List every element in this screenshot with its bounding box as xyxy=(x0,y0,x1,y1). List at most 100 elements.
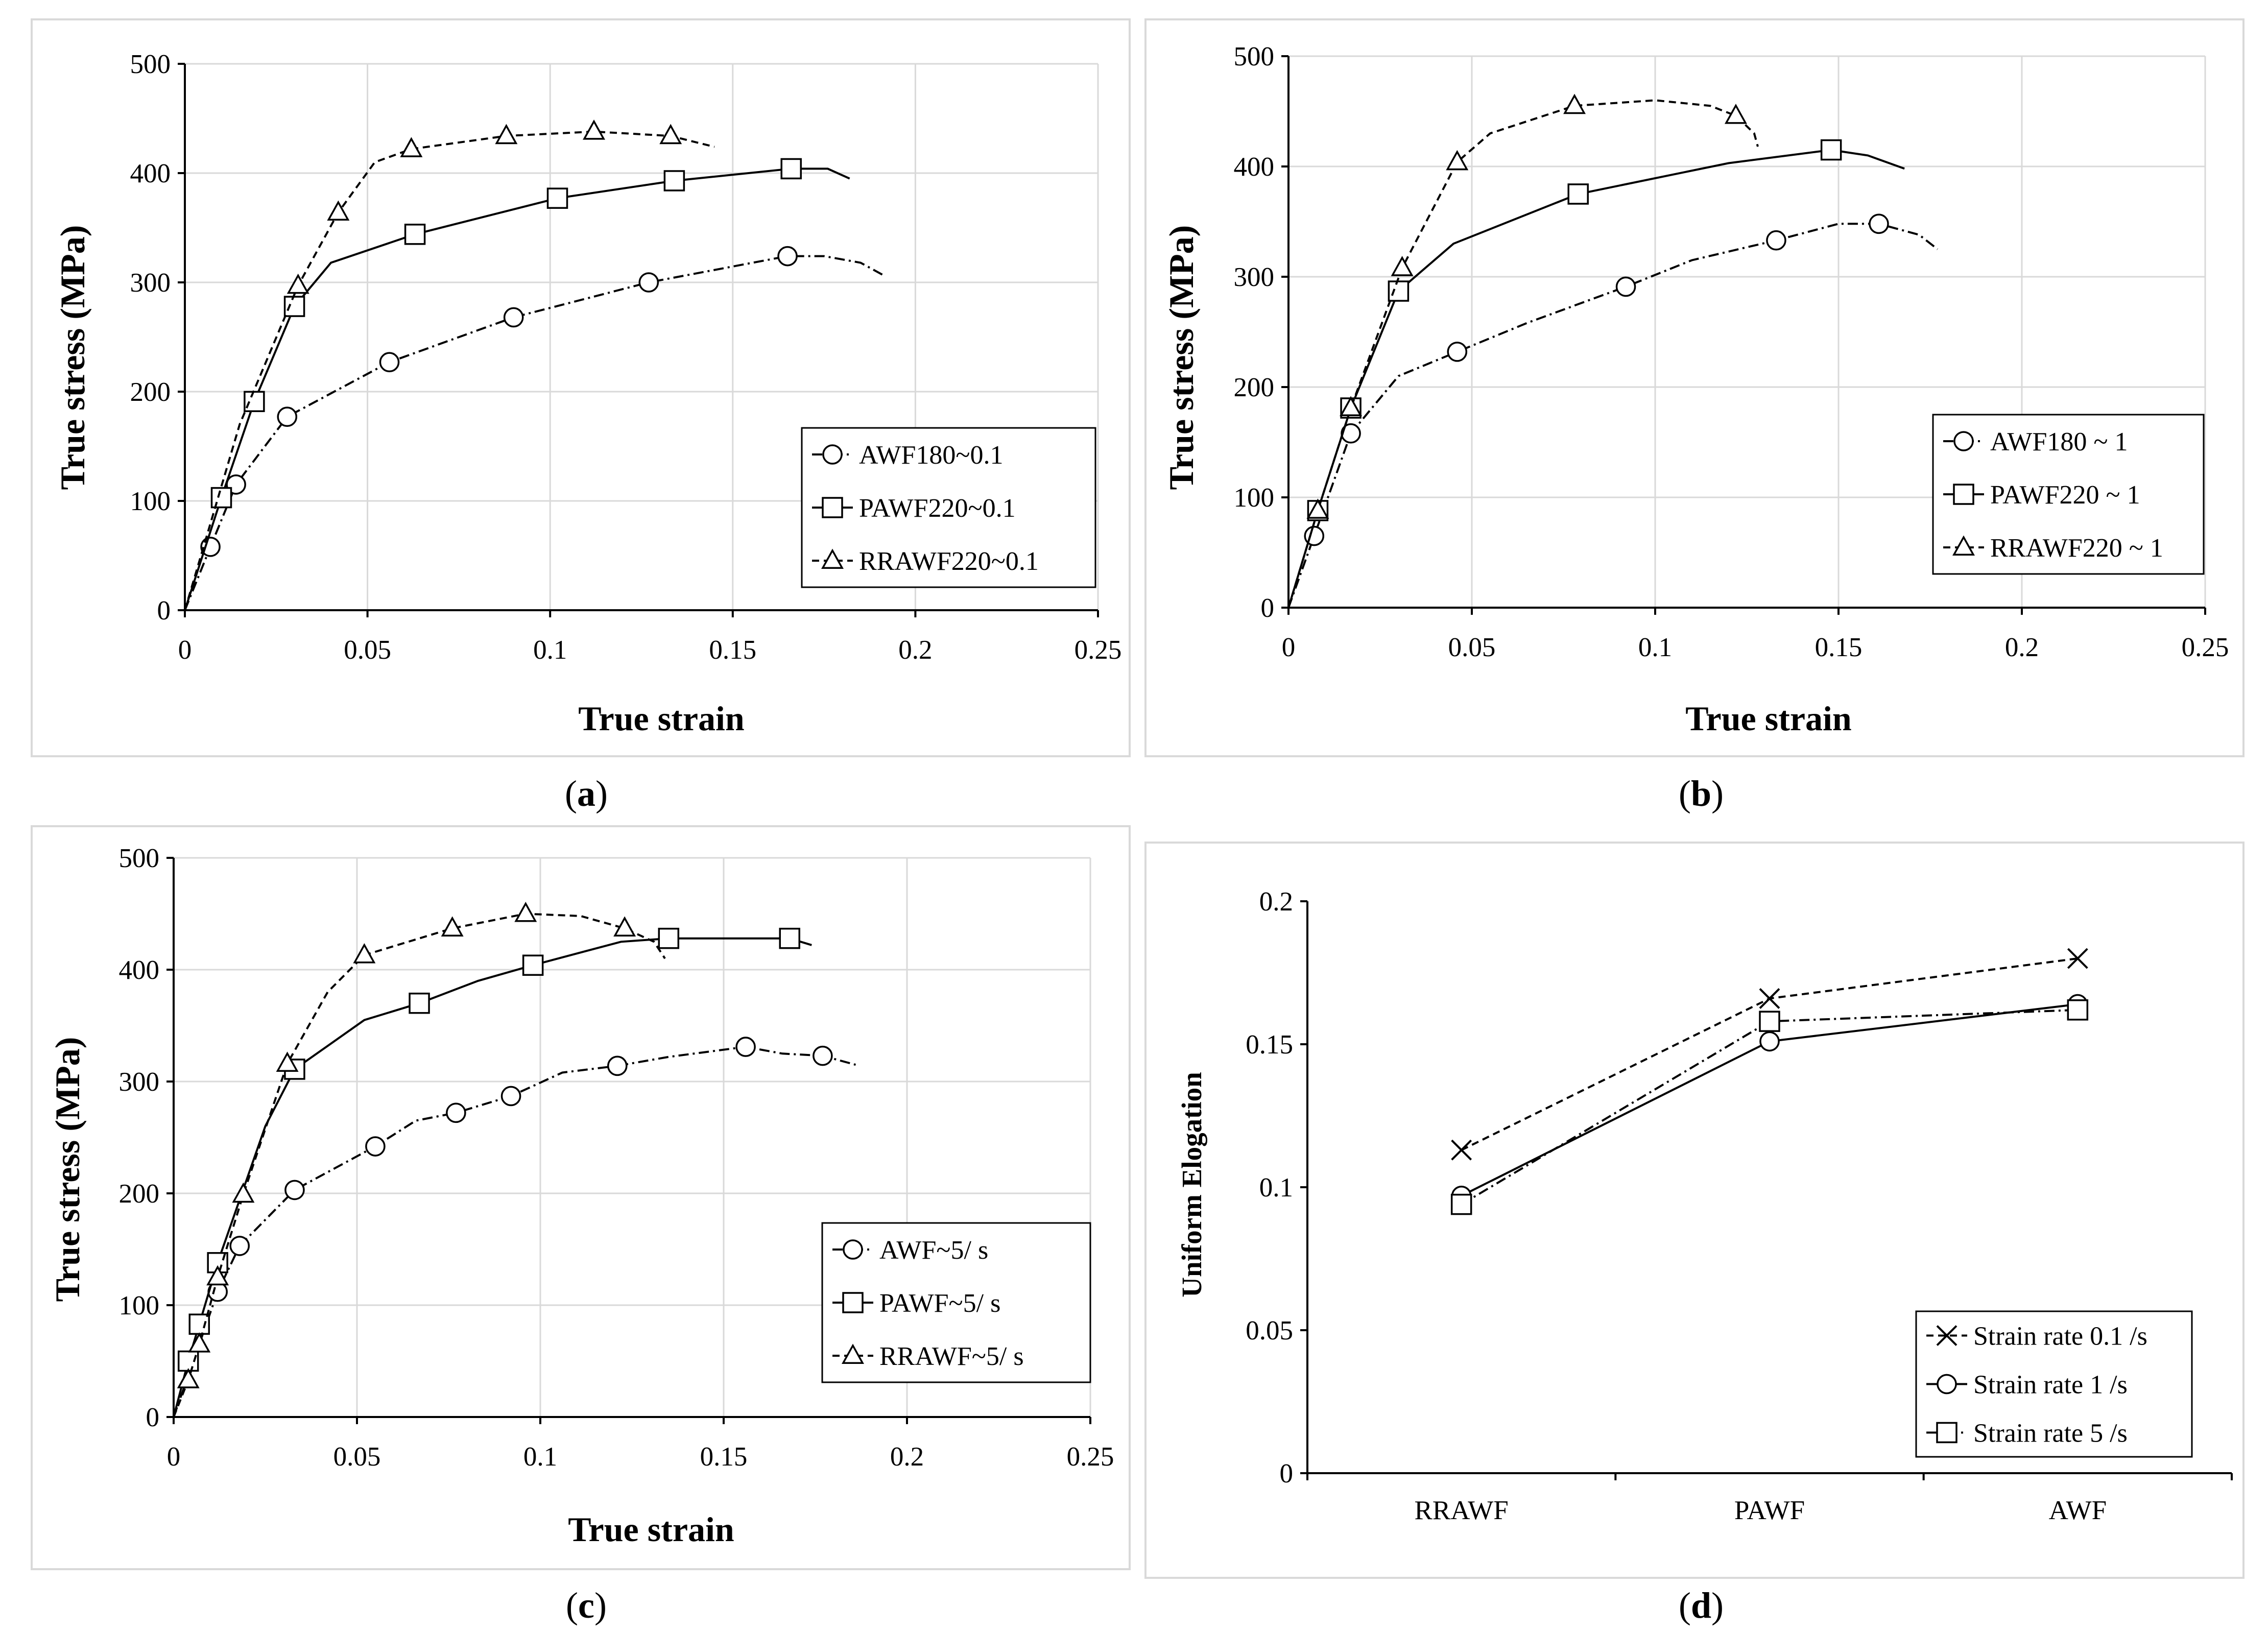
panel-a-frame xyxy=(31,18,1131,757)
panel-a-xtick-label: 0 xyxy=(178,635,192,665)
panel-c-series-2-point-7 xyxy=(514,901,537,922)
panel-a-series-1-point-3 xyxy=(404,224,426,245)
legend-d-marker-2 xyxy=(1936,1422,1957,1444)
panel-a-series-0-line xyxy=(184,255,883,611)
panel-b-series-1-point-2 xyxy=(1388,280,1410,302)
panel-a-series-1-point-5 xyxy=(663,170,685,191)
panel-b-series-2-point-1 xyxy=(1340,396,1363,417)
panel-c-series-1-point-7 xyxy=(779,927,800,949)
panel-b-legend: AWF180 ~ 1 PAWF220 ~ 1 RRAWF220 ~ 1 xyxy=(1932,414,2205,575)
panel-b-series-2-point-5 xyxy=(1724,104,1747,124)
panel-d-elongation-chart: 0 0.05 0.1 0.15 0.2 RRAWF PAWF AWF Uniform Elog… xyxy=(1144,842,2245,1626)
panel-d-ytick-label: 0.2 xyxy=(1259,887,1293,917)
panel-b-ytick-label: 300 xyxy=(1234,262,1275,292)
panel-c-series-0-point-5 xyxy=(500,1086,521,1107)
panel-a-xtick-label: 0.1 xyxy=(533,635,567,665)
panel-d-plot-area: 0 0.05 0.1 0.15 0.2 RRAWF PAWF AWF xyxy=(1246,887,2233,1525)
panel-c-xtick-label: 0.1 xyxy=(523,1442,557,1472)
legend-c-label-2: RRAWF~5/ s xyxy=(879,1342,1024,1371)
legend-a-label-2: RRAWF220~0.1 xyxy=(859,547,1039,576)
panel-d-caption: (d) xyxy=(1679,1585,1724,1626)
panel-b-series-1-point-3 xyxy=(1567,183,1589,205)
legend-a-marker-0 xyxy=(822,444,843,465)
legend-a-label-1: PAWF220~0.1 xyxy=(859,494,1016,523)
panel-a-ytick-label: 0 xyxy=(157,596,171,626)
panel-a-series-0-point-5 xyxy=(638,272,659,293)
panel-c-ylabel: True stress (MPa) xyxy=(48,1037,87,1302)
caption-c-close: ) xyxy=(594,1585,607,1626)
panel-b-xtick-label: 0 xyxy=(1282,633,1296,662)
panel-c-series-0-point-1 xyxy=(229,1236,250,1256)
panel-c-series-1-point-1 xyxy=(188,1313,210,1335)
panel-b-series-0-point-5 xyxy=(1869,213,1889,234)
panel-b-xtick-label: 0.25 xyxy=(2182,633,2229,662)
panel-d-category-label: AWF xyxy=(2049,1496,2107,1525)
caption-d-close: ) xyxy=(1711,1585,1724,1626)
panel-a-series-2-point-5 xyxy=(659,124,682,145)
panel-a-series-2-point-1 xyxy=(327,200,350,221)
panel-c-series-2-point-8 xyxy=(613,916,636,936)
panel-b-series-0-point-3 xyxy=(1615,276,1636,297)
panel-c-xtick-label: 0.25 xyxy=(1067,1442,1114,1472)
panel-c-series-0-point-4 xyxy=(446,1102,466,1123)
panel-d-category-label: RRAWF xyxy=(1415,1496,1509,1525)
panel-b-series-0-point-2 xyxy=(1447,342,1468,362)
panel-d-category-label: PAWF xyxy=(1734,1496,1805,1525)
legend-d-label-2: Strain rate 5 /s xyxy=(1973,1419,2128,1448)
legend-d-marker-1 xyxy=(1937,1374,1957,1395)
panel-a-xtick-label: 0.15 xyxy=(709,635,756,665)
legend-b-label-0: AWF180 ~ 1 xyxy=(1990,427,2128,457)
panel-a-xtick-label: 0.05 xyxy=(344,635,391,665)
panel-b-series-1-point-4 xyxy=(1820,139,1842,161)
panel-d-series-2-point-0 xyxy=(1450,1193,1472,1215)
panel-a-caption: (a) xyxy=(565,773,608,814)
panel-a-series-0-point-2 xyxy=(277,406,298,427)
panel-c-series-0-point-2 xyxy=(284,1180,305,1200)
panel-d-ytick-label: 0.1 xyxy=(1259,1173,1293,1203)
panel-d-ylabel: Uniform Elogation xyxy=(1176,1072,1207,1298)
panel-b-series-2-point-3 xyxy=(1446,150,1469,171)
panel-a-series-2-line xyxy=(184,130,715,611)
panel-c-series-1-point-5 xyxy=(522,954,544,976)
panel-c-ytick-label: 500 xyxy=(119,844,160,873)
panel-b-ytick-label: 200 xyxy=(1234,373,1275,402)
panel-b-xtick-label: 0.05 xyxy=(1448,633,1496,662)
panel-a-series-0-point-3 xyxy=(379,352,400,373)
panel-c-xtick-label: 0.15 xyxy=(700,1442,748,1472)
panel-b-series-0-point-4 xyxy=(1766,230,1786,251)
panel-a-series-1-point-0 xyxy=(210,487,232,509)
panel-b-xtick-label: 0.15 xyxy=(1815,633,1863,662)
panel-b-series-2-point-2 xyxy=(1391,256,1414,276)
panel-a-series-1-point-2 xyxy=(283,296,305,317)
panel-d-series-0-point-0 xyxy=(1451,1139,1472,1161)
panel-c-series-0-point-6 xyxy=(607,1055,628,1076)
panel-a-ylabel: True stress (MPa) xyxy=(53,225,92,490)
panel-b-tensile-chart: 0 100 200 300 400 500 0 0.05 0.1 0.15 0.2 0.25 True… xyxy=(1144,18,2245,814)
panel-c-ytick-label: 400 xyxy=(119,955,160,985)
panel-b-series-2-point-0 xyxy=(1306,498,1329,519)
panel-c-caption: (c) xyxy=(566,1585,607,1626)
panel-b-ytick-label: 0 xyxy=(1261,593,1275,623)
panel-c-ytick-label: 300 xyxy=(119,1067,160,1097)
panel-a-series-1-point-6 xyxy=(780,158,802,180)
panel-b-series-2-point-4 xyxy=(1563,93,1586,114)
panel-d-legend: Strain rate 0.1 /s Strain rate 1 /s Strain… xyxy=(1915,1310,2193,1458)
caption-a-open: ( xyxy=(565,773,577,814)
panel-c-xtick-label: 0.2 xyxy=(890,1442,924,1472)
panel-a-ytick-label: 300 xyxy=(130,268,171,298)
panel-b-xtick-label: 0.1 xyxy=(1638,633,1672,662)
caption-d-letter: d xyxy=(1691,1585,1711,1626)
panel-c-series-2-point-0 xyxy=(177,1368,200,1388)
panel-a-ytick-label: 500 xyxy=(130,50,171,79)
panel-c-series-2-point-5 xyxy=(353,943,376,964)
caption-a-close: ) xyxy=(595,773,608,814)
panel-b-xtick-label: 0.2 xyxy=(2005,633,2039,662)
legend-c-label-1: PAWF~5/ s xyxy=(879,1289,1000,1318)
panel-b-plot-area: 0 100 200 300 400 500 0 0.05 0.1 0.15 0.2 0.25 xyxy=(1234,42,2229,662)
caption-b-open: ( xyxy=(1679,773,1691,814)
panel-c-legend: AWF~5/ s PAWF~5/ s RRAWF~5/ s xyxy=(821,1222,1091,1383)
panel-c-frame xyxy=(31,825,1131,1570)
legend-c-label-0: AWF~5/ s xyxy=(879,1236,988,1265)
panel-a-series-1-point-4 xyxy=(546,187,568,209)
